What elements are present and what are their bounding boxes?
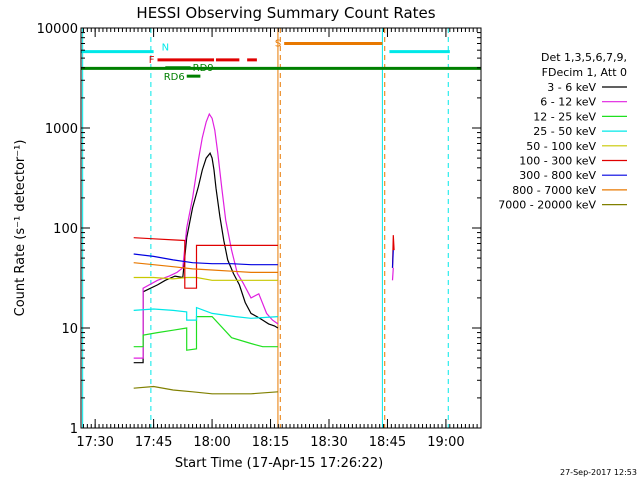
plot-frame (80, 27, 482, 429)
flag-label: S (275, 38, 281, 49)
series-line (133, 385, 278, 395)
series-line (133, 262, 278, 273)
legend-entry-label: 800 - 7000 keV (512, 184, 596, 197)
y-axis-label: Count Rate (s⁻¹ detector⁻¹) (13, 140, 28, 317)
y-tick-label: 100 (53, 222, 78, 237)
x-axis-label: Start Time (17-Apr-15 17:26:22) (175, 456, 383, 471)
plot-content: NSFRD9RD6 (81, 28, 481, 428)
series-line (391, 250, 394, 268)
x-tick-label: 18:30 (310, 435, 347, 450)
y-tick-label: 10 (61, 322, 78, 337)
x-axis: 17:30 17:45 18:00 18:15 18:30 18:45 19:00 (76, 28, 478, 450)
y-tick-label: 1 (70, 422, 78, 437)
series-line (133, 112, 279, 359)
legend-entry-label: 6 - 12 keV (540, 96, 596, 109)
chart-title: HESSI Observing Summary Count Rates (136, 4, 435, 22)
series-line (133, 276, 278, 281)
y-axis: 1 10 100 1000 10000 (37, 22, 481, 437)
legend-entry-label: 300 - 800 keV (519, 169, 596, 182)
x-tick-label: 18:00 (193, 435, 230, 450)
legend-entry-label: 50 - 100 keV (526, 140, 596, 153)
x-tick-label: 19:00 (427, 435, 464, 450)
legend-entry-label: 100 - 300 keV (519, 155, 596, 168)
legend-header: FDecim 1, Att 0 (542, 66, 627, 79)
legend-header: Det 1,3,5,6,7,9, (541, 51, 627, 64)
series-line (133, 316, 278, 351)
y-tick-label: 1000 (45, 122, 78, 137)
flag-label: RD6 (164, 72, 185, 83)
legend-entry-label: 12 - 25 keV (533, 110, 596, 123)
series-line (133, 253, 278, 266)
series-line (133, 152, 279, 364)
footer-timestamp: 27-Sep-2017 12:53 (560, 468, 637, 477)
series-line (391, 267, 394, 281)
y-tick-label: 10000 (37, 22, 78, 37)
series-line (133, 237, 278, 289)
flag-label: F (149, 55, 155, 66)
series-line (133, 306, 278, 321)
x-tick-label: 18:45 (369, 435, 406, 450)
flag-label: N (162, 43, 169, 54)
legend: Det 1,3,5,6,7,9, FDecim 1, Att 0 3 - 6 k… (498, 51, 627, 212)
x-tick-label: 17:45 (135, 435, 172, 450)
legend-entry-label: 3 - 6 keV (547, 81, 596, 94)
x-tick-label: 17:30 (76, 435, 113, 450)
x-tick-label: 18:15 (252, 435, 289, 450)
legend-entry-label: 25 - 50 keV (533, 125, 596, 138)
legend-entry-label: 7000 - 20000 keV (498, 199, 596, 212)
